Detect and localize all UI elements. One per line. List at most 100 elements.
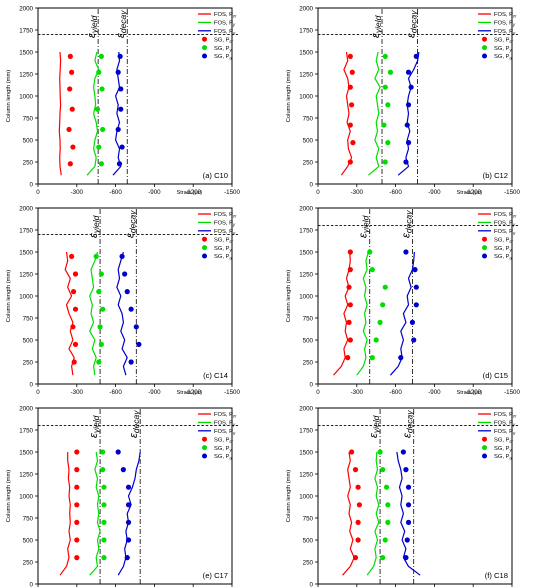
- y-tick-label: 2000: [19, 405, 33, 412]
- x-tick-label: -900: [148, 389, 161, 396]
- chart-panel-3: 0 250 500 750 1000 1250 1500 1750 2000 0 -300 -600 -…: [6, 205, 240, 396]
- x-tick-label: -600: [109, 189, 122, 196]
- legend-label: SG, Py: [494, 446, 512, 453]
- y-tick-label: 1750: [299, 427, 313, 434]
- legend-label-text: SG, P: [494, 237, 510, 243]
- series-point-5: [94, 106, 101, 112]
- series-point-5: [101, 502, 107, 508]
- series-point-5: [101, 537, 107, 543]
- series-point-4: [71, 359, 77, 365]
- series-point-5: [99, 86, 105, 92]
- series-point-6: [405, 69, 412, 75]
- legend-label-sub: y: [232, 422, 236, 427]
- y-tick-label: 1500: [299, 49, 313, 56]
- x-tick-label: -1500: [504, 189, 520, 196]
- series-point-5: [380, 555, 386, 561]
- yield-annotation-subscript: yield: [361, 215, 371, 234]
- series-point-6: [398, 355, 404, 361]
- legend-point-swatch: [202, 45, 207, 51]
- decay-annotation: εdecay: [128, 410, 141, 438]
- legend-label-text: FOS, P: [214, 12, 233, 18]
- x-axis-label: Strain (με): [177, 190, 203, 196]
- series-point-5: [100, 467, 106, 473]
- x-tick-label: -1500: [504, 389, 520, 396]
- chart-panel-4: 0 250 500 750 1000 1250 1500 1750 2000 0 -300 -600 -…: [286, 205, 520, 396]
- y-tick-label: 250: [303, 159, 314, 166]
- legend-label-text: SG, P: [494, 437, 510, 443]
- series-point-6: [125, 484, 132, 490]
- y-tick-label: 750: [303, 515, 314, 522]
- y-tick-label: 1000: [19, 93, 33, 100]
- y-tick-label: 0: [30, 181, 34, 188]
- series-point-4: [69, 106, 75, 112]
- yield-annotation-symbol: ε: [88, 433, 100, 438]
- decay-annotation: εdecay: [124, 210, 137, 238]
- legend-label-text: FOS, P: [494, 221, 513, 227]
- series-point-6: [400, 449, 406, 455]
- legend-label-sub: u: [513, 231, 516, 236]
- legend-point-swatch: [482, 36, 487, 42]
- legend-point-swatch: [482, 45, 487, 51]
- y-tick-label: 1000: [299, 293, 313, 300]
- y-tick-label: 500: [303, 337, 314, 344]
- legend-label-sub: u: [229, 456, 232, 461]
- series-point-5: [381, 122, 387, 128]
- series-point-5: [101, 484, 107, 490]
- series-point-4: [72, 306, 79, 312]
- series-point-6: [115, 449, 121, 455]
- y-tick-label: 1500: [299, 449, 313, 456]
- y-tick-label: 2000: [19, 5, 33, 12]
- legend-point-swatch: [482, 453, 487, 459]
- legend-label-text: SG, P: [214, 246, 230, 252]
- legend-label-text: FOS, P: [494, 21, 513, 27]
- y-tick-label: 1000: [299, 493, 313, 500]
- legend-label: SG, Py: [494, 246, 512, 253]
- legend-label-sub: cr: [509, 439, 513, 444]
- x-tick-label: -300: [351, 189, 364, 196]
- legend-label: SG, Pu: [214, 454, 232, 461]
- series-point-6: [411, 337, 417, 343]
- series-point-5: [385, 140, 391, 146]
- y-tick-label: 0: [30, 381, 34, 388]
- y-tick-label: 2000: [19, 205, 33, 212]
- x-tick-label: 0: [316, 389, 320, 396]
- series-point-6: [405, 140, 412, 146]
- legend-label-text: SG, P: [214, 54, 230, 60]
- legend-point-swatch: [202, 253, 207, 259]
- series-point-4: [346, 284, 352, 290]
- series-point-4: [347, 122, 353, 128]
- decay-annotation-symbol: ε: [124, 233, 136, 238]
- y-axis-label: Column length (mm): [286, 270, 292, 323]
- y-tick-label: 1000: [19, 493, 33, 500]
- legend-point-swatch: [482, 245, 487, 251]
- y-tick-label: 750: [23, 115, 34, 122]
- x-tick-label: -600: [389, 189, 402, 196]
- legend-label-sub: y: [512, 22, 516, 27]
- y-axis-label: Column length (mm): [6, 470, 12, 523]
- series-point-6: [412, 267, 418, 273]
- x-tick-label: -300: [351, 389, 364, 396]
- series-line-1: [333, 251, 351, 376]
- series-line-1: [64, 251, 75, 376]
- legend-label-text: FOS, P: [214, 229, 233, 235]
- yield-annotation-subscript: yield: [91, 215, 101, 234]
- decay-annotation: εdecay: [406, 10, 419, 38]
- y-axis-label: Column length (mm): [286, 70, 292, 123]
- legend-label-text: FOS, P: [214, 412, 233, 418]
- legend-label-text: SG, P: [214, 446, 230, 452]
- legend-label-text: FOS, P: [494, 421, 513, 427]
- series-point-5: [100, 306, 106, 312]
- legend-label-sub: y: [508, 247, 512, 252]
- legend-label-text: FOS, P: [214, 21, 233, 27]
- legend-label-sub: y: [228, 247, 232, 252]
- yield-annotation-symbol: ε: [86, 33, 98, 38]
- y-tick-label: 1500: [19, 49, 33, 56]
- legend-label-text: SG, P: [494, 246, 510, 252]
- legend-label-text: SG, P: [214, 437, 230, 443]
- y-tick-label: 1500: [19, 449, 33, 456]
- series-point-5: [382, 537, 388, 543]
- series-point-5: [380, 302, 386, 308]
